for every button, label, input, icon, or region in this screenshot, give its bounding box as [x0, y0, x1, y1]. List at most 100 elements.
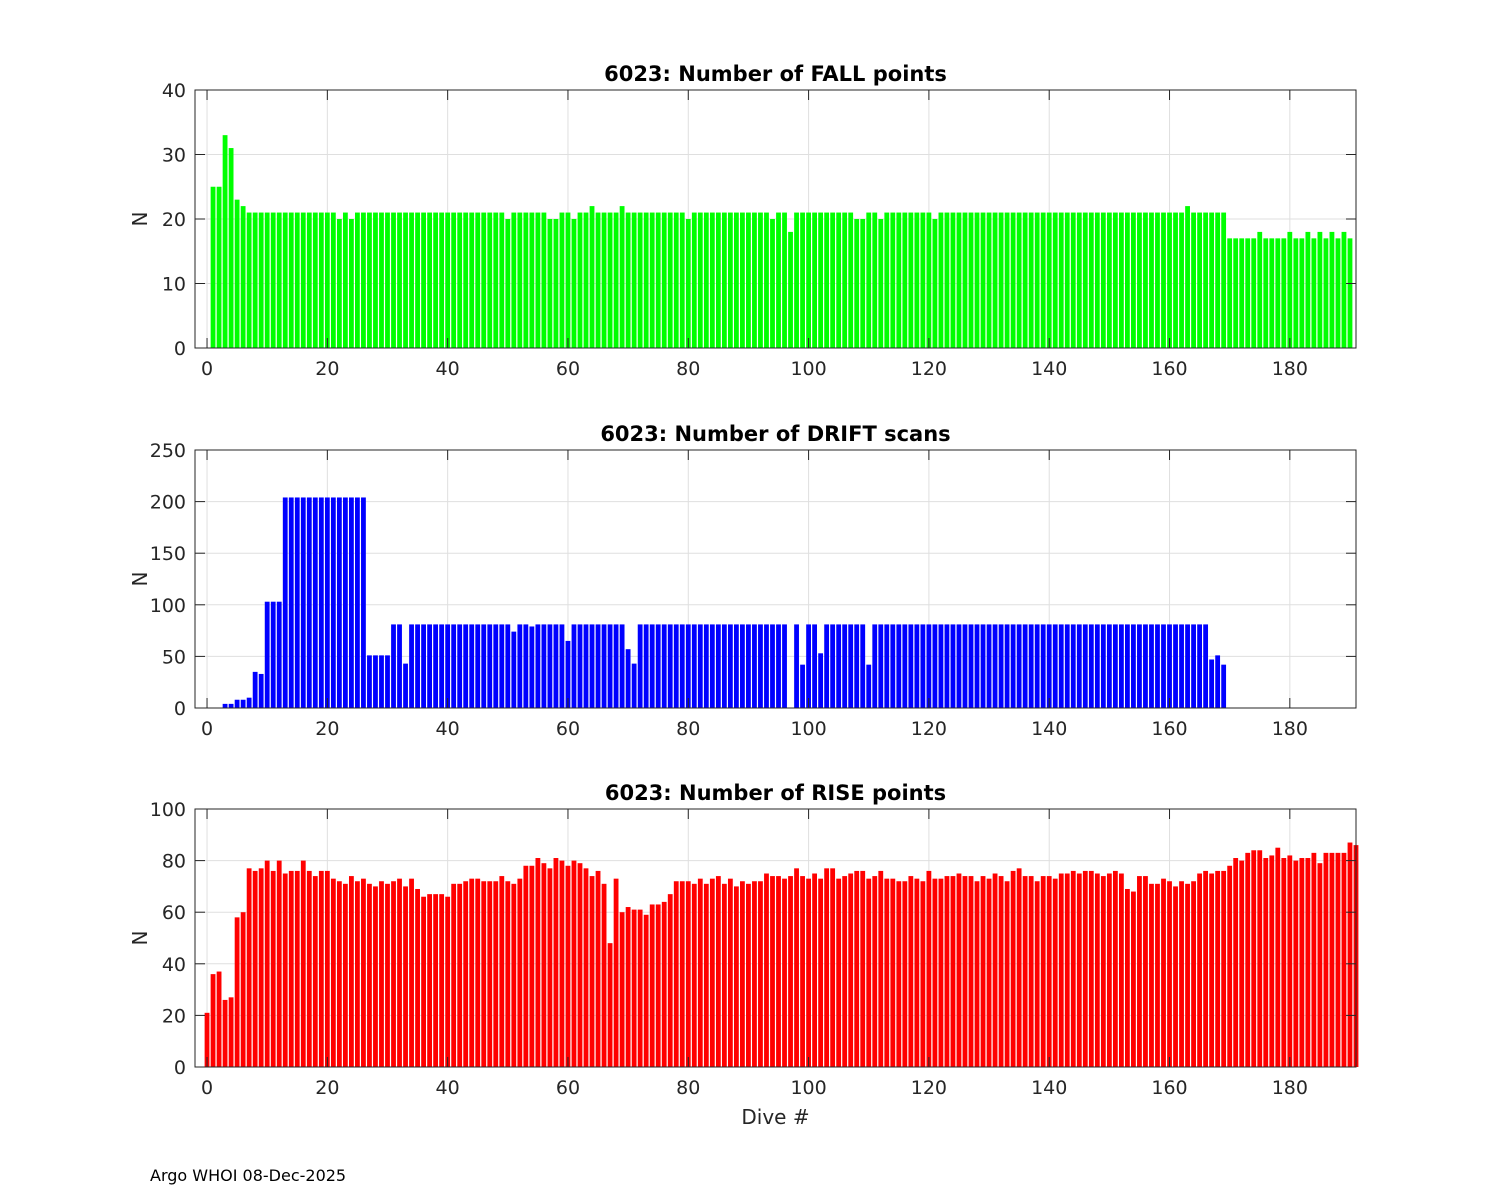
panel3-bar	[709, 878, 715, 1067]
panel3-bar	[1197, 873, 1202, 1067]
panel3-bar	[300, 860, 306, 1067]
panel1-bar	[240, 206, 246, 348]
panel1-bar	[505, 219, 511, 348]
panel3-bar	[517, 878, 523, 1067]
panel2-bar	[962, 624, 968, 708]
panel1-bar	[709, 212, 715, 348]
panel2-bar	[914, 624, 920, 708]
panel1-bar	[499, 212, 505, 348]
panel2-bar	[782, 624, 787, 708]
panel3-bar	[330, 878, 336, 1067]
panel3-bar	[770, 876, 775, 1067]
panel1-bar	[222, 135, 228, 348]
panel1-bar	[691, 212, 697, 348]
panel2-bar	[469, 624, 475, 708]
panel2-bar	[818, 653, 824, 708]
panel1-bar	[439, 212, 445, 348]
panel3-bar	[962, 876, 968, 1067]
panel1-bar	[854, 219, 860, 348]
panel3-bar	[1155, 883, 1160, 1067]
panel2-bar	[770, 624, 775, 708]
panel3-bar	[932, 878, 938, 1067]
panel1-bar	[938, 212, 944, 348]
panel3-bar	[246, 868, 252, 1067]
panel1-bar	[1293, 238, 1299, 348]
panel2-bar	[276, 601, 282, 708]
panel2-bar	[589, 624, 595, 708]
panel3-bar	[481, 881, 487, 1067]
panel2-bar	[228, 703, 234, 708]
panel2-bar	[944, 624, 950, 708]
panel2-bar	[974, 624, 980, 708]
panel3-bar	[866, 878, 872, 1067]
panel2-bar	[697, 624, 703, 708]
panel3-bar	[355, 881, 360, 1067]
panel2-bar	[902, 624, 908, 708]
panel1-xtick-label: 100	[790, 358, 826, 380]
panel2-bar	[866, 664, 872, 708]
panel1-bar	[1281, 238, 1287, 348]
panel3-bar	[974, 881, 980, 1067]
panel3-bar	[433, 894, 439, 1067]
panel2-bar	[222, 703, 228, 708]
panel2-bar	[968, 624, 974, 708]
panel2-bar	[992, 624, 998, 708]
panel1-bar	[1137, 212, 1142, 348]
panel3-bar	[577, 863, 583, 1067]
panel1-bar	[727, 212, 733, 348]
panel2-bar	[583, 624, 589, 708]
panel2-bar	[824, 624, 830, 708]
panel3-bar	[222, 999, 228, 1067]
panel1-bar	[703, 212, 709, 348]
panel1-bar	[1197, 212, 1202, 348]
panel3-bar	[1281, 858, 1287, 1067]
panel1-bar	[403, 212, 408, 348]
panel1-bar	[1118, 212, 1124, 348]
panel2-bar	[1161, 624, 1166, 708]
panel3-bar	[1317, 863, 1323, 1067]
panel2-bar	[998, 624, 1004, 708]
panel3-bar	[288, 870, 294, 1067]
panel1-bar	[511, 212, 517, 348]
panel3-bar	[583, 868, 589, 1067]
panel1-bar	[655, 212, 661, 348]
panel3-bar	[1275, 847, 1281, 1067]
panel2-bar	[643, 624, 649, 708]
panel2-bar	[890, 624, 896, 708]
panel2-bar	[830, 624, 836, 708]
panel2-bar	[691, 624, 697, 708]
panel1-bar	[1305, 231, 1311, 348]
panel2-bar	[715, 624, 721, 708]
panel1-bar	[355, 212, 360, 348]
panel1-bar	[373, 212, 378, 348]
panel3-bar	[1046, 876, 1052, 1067]
panel1-bar	[300, 212, 306, 348]
panel1-bar	[1245, 238, 1251, 348]
panel3-bar	[553, 858, 559, 1067]
panel2-xtick-label: 160	[1151, 718, 1187, 740]
panel3-bar	[703, 883, 709, 1067]
panel1-bar	[800, 212, 805, 348]
panel3-bar	[1323, 852, 1329, 1067]
panel1-bar	[812, 212, 817, 348]
panel2-bar	[685, 624, 691, 708]
panel1-bar	[1323, 238, 1329, 348]
panel2-bar	[252, 671, 258, 708]
panel3-bar	[499, 876, 505, 1067]
panel3-bar	[715, 876, 721, 1067]
panel3-bar	[1191, 881, 1196, 1067]
panel1-bar	[1028, 212, 1034, 348]
panel1-bar	[980, 212, 986, 348]
panel2-title: 6023: Number of DRIFT scans	[600, 422, 950, 446]
panel3-bar	[980, 876, 986, 1067]
panel3-bar	[631, 909, 637, 1067]
panel3-bar	[691, 883, 697, 1067]
panel2-bar	[523, 624, 529, 708]
panel1-xtick-label: 60	[556, 358, 580, 380]
panel2-bar	[318, 497, 324, 708]
panel3-bar	[282, 873, 288, 1067]
panel3-bar	[824, 868, 830, 1067]
panel3-bar	[294, 870, 300, 1067]
panel2-bar	[1191, 624, 1196, 708]
panel2-xtick-label: 60	[556, 718, 580, 740]
